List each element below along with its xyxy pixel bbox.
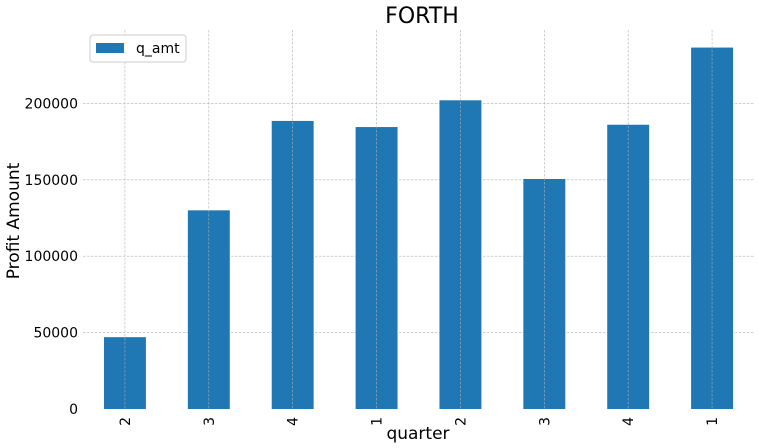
x-axis-ticks: 2 3 4 1 2 3 4 1 (118, 417, 721, 426)
legend: q_amt (89, 34, 187, 63)
legend-swatch (96, 43, 124, 53)
y-tick-label: 100000 (25, 249, 78, 265)
x-tick-label: 1 (705, 417, 721, 426)
x-tick-label: 2 (453, 417, 469, 426)
x-tick-label: 2 (118, 417, 134, 426)
legend-frame (89, 34, 187, 63)
x-tick-label: 4 (286, 417, 302, 426)
chart-title: FORTH (385, 4, 459, 29)
vertical-grid-lines (124, 30, 713, 409)
legend-label: q_amt (136, 41, 180, 57)
x-axis-label: quarter (386, 424, 449, 444)
y-axis-ticks: 0 50000 100000 150000 200000 (25, 96, 78, 418)
bar-series (103, 47, 734, 410)
grid-lines (83, 103, 754, 333)
x-tick-label: 1 (370, 417, 386, 426)
y-tick-label: 0 (69, 402, 78, 418)
x-tick-label: 4 (621, 417, 637, 426)
x-tick-label: 3 (537, 417, 553, 426)
x-tick-label: 3 (202, 417, 218, 426)
bar (271, 120, 314, 409)
y-tick-label: 50000 (33, 326, 78, 342)
y-axis-label: Profit Amount (4, 162, 24, 279)
bar (103, 337, 146, 409)
y-tick-label: 200000 (25, 96, 78, 112)
y-tick-label: 150000 (25, 173, 78, 189)
